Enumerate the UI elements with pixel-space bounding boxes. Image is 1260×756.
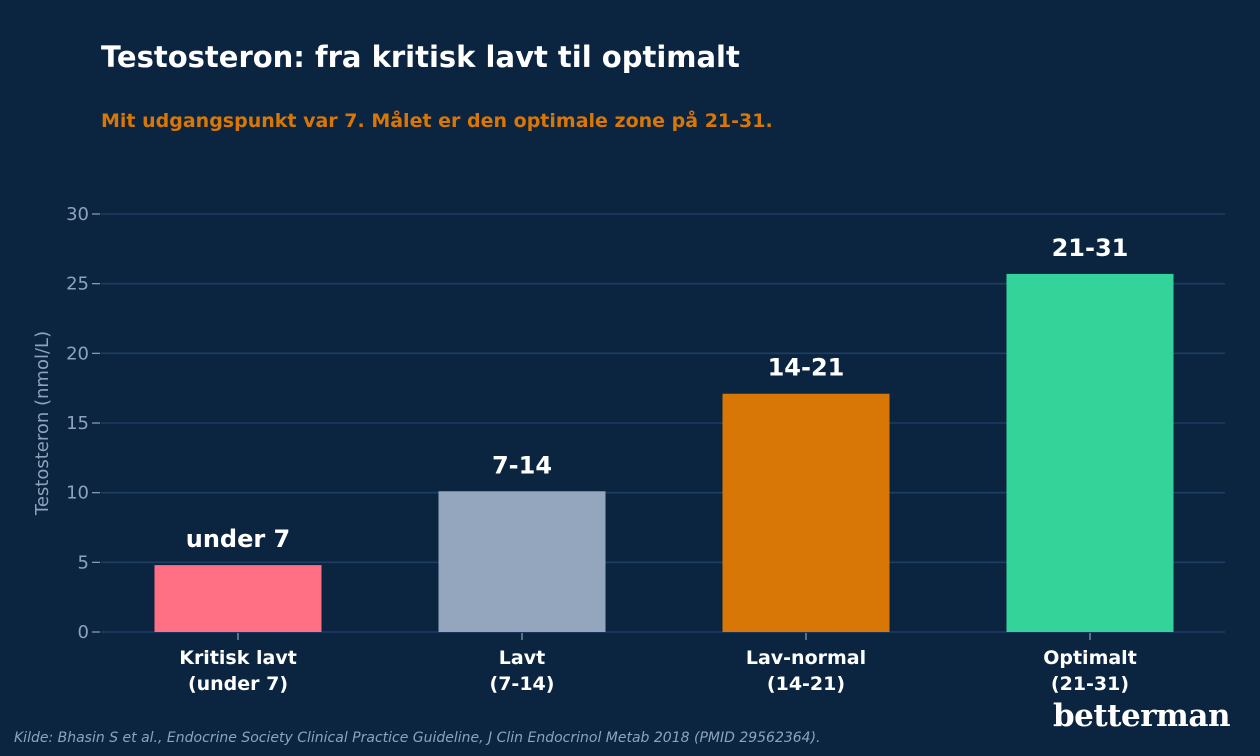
- y-tick-label: 20: [66, 343, 89, 364]
- chart-subtitle: Mit udgangspunkt var 7. Målet er den opt…: [101, 110, 773, 132]
- source-note: Kilde: Bhasin S et al., Endocrine Societ…: [14, 730, 821, 746]
- bar: [1006, 273, 1174, 632]
- x-tick-label: (under 7): [188, 673, 288, 695]
- y-tick-label: 30: [66, 204, 89, 225]
- data-label: under 7: [186, 525, 291, 553]
- x-tick-label: (14-21): [767, 673, 845, 695]
- y-axis-label: Testosteron (nmol/L): [32, 331, 53, 516]
- x-tick-label: Kritisk lavt: [179, 647, 297, 669]
- y-tick-label: 25: [66, 274, 89, 295]
- bar: [722, 393, 890, 632]
- y-tick-label: 5: [78, 552, 89, 573]
- chart-title: Testosteron: fra kritisk lavt til optima…: [101, 40, 740, 74]
- bar: [438, 491, 606, 632]
- data-label: 7-14: [492, 451, 552, 479]
- x-tick-label: Lav-normal: [746, 647, 866, 669]
- brand-logo: betterman: [1052, 698, 1231, 734]
- y-tick-label: 15: [66, 413, 89, 434]
- x-tick-label: Lavt: [499, 647, 545, 669]
- y-tick-label: 0: [78, 622, 89, 643]
- x-tick-label: (21-31): [1051, 673, 1129, 695]
- y-tick-label: 10: [66, 483, 89, 504]
- bar: [154, 565, 322, 632]
- x-tick-label: Optimalt: [1043, 647, 1137, 669]
- x-tick-label: (7-14): [490, 673, 555, 695]
- data-label: 21-31: [1052, 234, 1129, 262]
- data-label: 14-21: [768, 354, 845, 382]
